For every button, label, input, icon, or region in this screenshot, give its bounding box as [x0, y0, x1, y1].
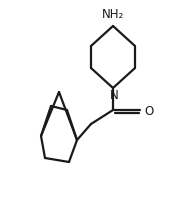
Text: NH₂: NH₂ — [102, 8, 124, 21]
Text: N: N — [110, 89, 118, 102]
Text: O: O — [144, 104, 153, 117]
